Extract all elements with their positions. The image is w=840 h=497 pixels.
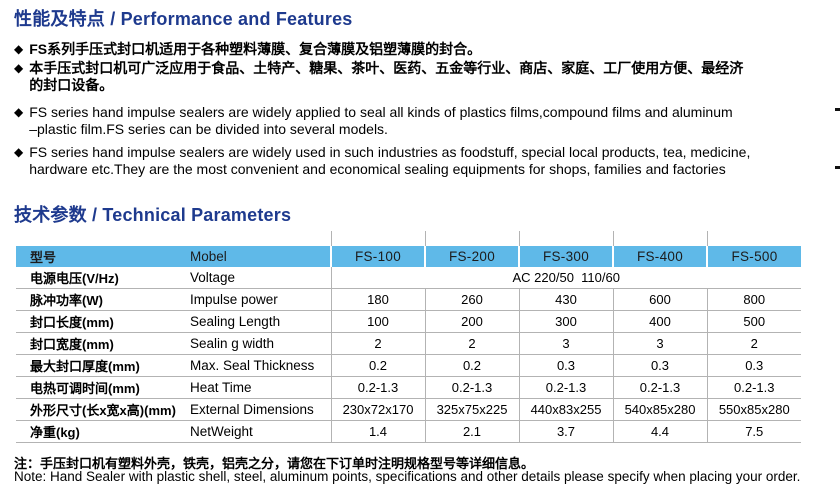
- cell-value: 540x85x280: [612, 398, 707, 421]
- cell-value: 2: [330, 332, 425, 355]
- cell-value: 500: [706, 310, 801, 333]
- cell-value: 200: [424, 310, 519, 333]
- header-model-en: Mobel: [184, 246, 331, 267]
- cell-value: 1.4: [330, 420, 425, 443]
- table-header-row: 型号 Mobel FS-100 FS-200 FS-300 FS-400 FS-…: [16, 246, 801, 267]
- column-divider-stub-row: [16, 231, 801, 246]
- cell-value: 4.4: [612, 420, 707, 443]
- header-fs-300: FS-300: [518, 246, 613, 267]
- cell-value: 180: [330, 288, 425, 311]
- cell-value: 0.3: [706, 354, 801, 377]
- cell-value: 0.2-1.3: [612, 376, 707, 399]
- cell-value: 0.3: [612, 354, 707, 377]
- note-chinese: 注：手压封口机有塑料外壳，铁壳，铝壳之分，请您在下订单时注明规格型号等详细信息。: [14, 456, 535, 471]
- cell-label-cn: 封口宽度(mm): [16, 332, 184, 355]
- cell-value: 230x72x170: [330, 398, 425, 421]
- diamond-bullet-icon: ◆: [14, 145, 24, 159]
- cell-value: 0.2: [330, 354, 425, 377]
- diamond-bullet-icon: ◆: [14, 42, 24, 56]
- cell-label-cn: 封口长度(mm): [16, 310, 184, 333]
- cell-label-cn: 电源电压(V/Hz): [16, 267, 184, 289]
- cell-value: 300: [518, 310, 613, 333]
- features-section-title: 性能及特点 / Performance and Features: [14, 9, 353, 29]
- page-edge-artifact: [835, 166, 840, 169]
- cell-value: 0.2-1.3: [330, 376, 425, 399]
- features-chinese-bullets: ◆ FS系列手压式封口机适用于各种塑料薄膜、复合薄膜及铝塑薄膜的封合。 ◆ 本手…: [14, 41, 830, 96]
- header-fs-100: FS-100: [330, 246, 425, 267]
- en-bullet-1: ◆ FS series hand impulse sealers are wid…: [14, 104, 830, 137]
- cell-label-en: Sealing Length: [184, 310, 331, 333]
- cn-bullet-2-text-line2: 的封口设备。: [29, 77, 114, 93]
- technical-parameters-table-wrap: 型号 Mobel FS-100 FS-200 FS-300 FS-400 FS-…: [16, 231, 801, 443]
- cell-value: 3.7: [518, 420, 613, 443]
- cell-value: 0.3: [518, 354, 613, 377]
- table-row-net-weight: 净重(kg) NetWeight 1.4 2.1 3.7 4.4 7.5: [16, 420, 801, 443]
- cell-value: 3: [518, 332, 613, 355]
- cell-value: 0.2-1.3: [706, 376, 801, 399]
- cell-label-cn: 电热可调时间(mm): [16, 376, 184, 399]
- cell-value: 400: [612, 310, 707, 333]
- cell-value: 2.1: [424, 420, 519, 443]
- note-english: Note: Hand Sealer with plastic shell, st…: [14, 469, 801, 484]
- cell-value: 430: [518, 288, 613, 311]
- en-bullet-1-text-line1: FS series hand impulse sealers are widel…: [29, 104, 733, 120]
- cell-value: 2: [424, 332, 519, 355]
- cell-label-en: NetWeight: [184, 420, 331, 443]
- table-row-sealing-width: 封口宽度(mm) Sealin g width 2 2 3 3 2: [16, 332, 801, 355]
- header-fs-500: FS-500: [706, 246, 801, 267]
- cn-bullet-1-text: FS系列手压式封口机适用于各种塑料薄膜、复合薄膜及铝塑薄膜的封合。: [29, 41, 482, 57]
- cell-value: 0.2-1.3: [518, 376, 613, 399]
- table-row-heat-time: 电热可调时间(mm) Heat Time 0.2-1.3 0.2-1.3 0.2…: [16, 376, 801, 399]
- parameters-section-title: 技术参数 / Technical Parameters: [14, 205, 292, 225]
- cn-bullet-2-text-line1: 本手压式封口机可广泛应用于食品、土特产、糖果、茶叶、医药、五金等行业、商店、家庭…: [29, 59, 744, 76]
- cn-bullet-2: ◆ 本手压式封口机可广泛应用于食品、土特产、糖果、茶叶、医药、五金等行业、商店、…: [14, 60, 830, 95]
- table-row-external-dimensions: 外形尺寸(长x宽x高)(mm) External Dimensions 230x…: [16, 398, 801, 421]
- en-bullet-2: ◆ FS series hand impulse sealers are wid…: [14, 144, 830, 177]
- technical-parameters-table: 型号 Mobel FS-100 FS-200 FS-300 FS-400 FS-…: [16, 231, 801, 443]
- cell-value: 600: [612, 288, 707, 311]
- cell-voltage-value: AC 220/50 110/60: [330, 267, 801, 289]
- cell-value: 3: [612, 332, 707, 355]
- diamond-bullet-icon: ◆: [14, 60, 24, 75]
- table-row-sealing-length: 封口长度(mm) Sealing Length 100 200 300 400 …: [16, 310, 801, 333]
- cell-value: 7.5: [706, 420, 801, 443]
- header-fs-200: FS-200: [424, 246, 519, 267]
- cell-value: 550x85x280: [706, 398, 801, 421]
- en-bullet-2-text-line1: FS series hand impulse sealers are widel…: [29, 144, 751, 160]
- en-bullet-2-text-line2: hardware etc.They are the most convenien…: [29, 160, 726, 177]
- header-fs-400: FS-400: [612, 246, 707, 267]
- cell-label-en: Voltage: [184, 267, 331, 289]
- cell-value: 440x83x255: [518, 398, 613, 421]
- cell-label-en: Max. Seal Thickness: [184, 354, 331, 377]
- cell-value: 800: [706, 288, 801, 311]
- diamond-bullet-icon: ◆: [14, 105, 24, 119]
- page-edge-artifact: [835, 108, 840, 111]
- cell-label-en: Heat Time: [184, 376, 331, 399]
- cell-label-cn: 脉冲功率(W): [16, 288, 184, 311]
- table-row-impulse-power: 脉冲功率(W) Impulse power 180 260 430 600 80…: [16, 288, 801, 311]
- header-model-cn: 型号: [16, 246, 184, 267]
- cell-label-en: External Dimensions: [184, 398, 331, 421]
- table-row-voltage: 电源电压(V/Hz) Voltage AC 220/50 110/60: [16, 267, 801, 289]
- cell-value: 0.2: [424, 354, 519, 377]
- cell-value: 260: [424, 288, 519, 311]
- cell-value: 0.2-1.3: [424, 376, 519, 399]
- cell-label-en: Impulse power: [184, 288, 331, 311]
- cell-value: 100: [330, 310, 425, 333]
- cell-value: 2: [706, 332, 801, 355]
- cn-bullet-1: ◆ FS系列手压式封口机适用于各种塑料薄膜、复合薄膜及铝塑薄膜的封合。: [14, 41, 830, 59]
- cell-label-cn: 外形尺寸(长x宽x高)(mm): [16, 398, 184, 421]
- cell-value: 325x75x225: [424, 398, 519, 421]
- cell-label-cn: 净重(kg): [16, 420, 184, 443]
- cell-label-en: Sealin g width: [184, 332, 331, 355]
- table-row-max-seal-thickness: 最大封口厚度(mm) Max. Seal Thickness 0.2 0.2 0…: [16, 354, 801, 377]
- en-bullet-1-text-line2: –plastic film.FS series can be divided i…: [29, 120, 388, 137]
- cell-label-cn: 最大封口厚度(mm): [16, 354, 184, 377]
- features-english-bullets: ◆ FS series hand impulse sealers are wid…: [14, 104, 830, 184]
